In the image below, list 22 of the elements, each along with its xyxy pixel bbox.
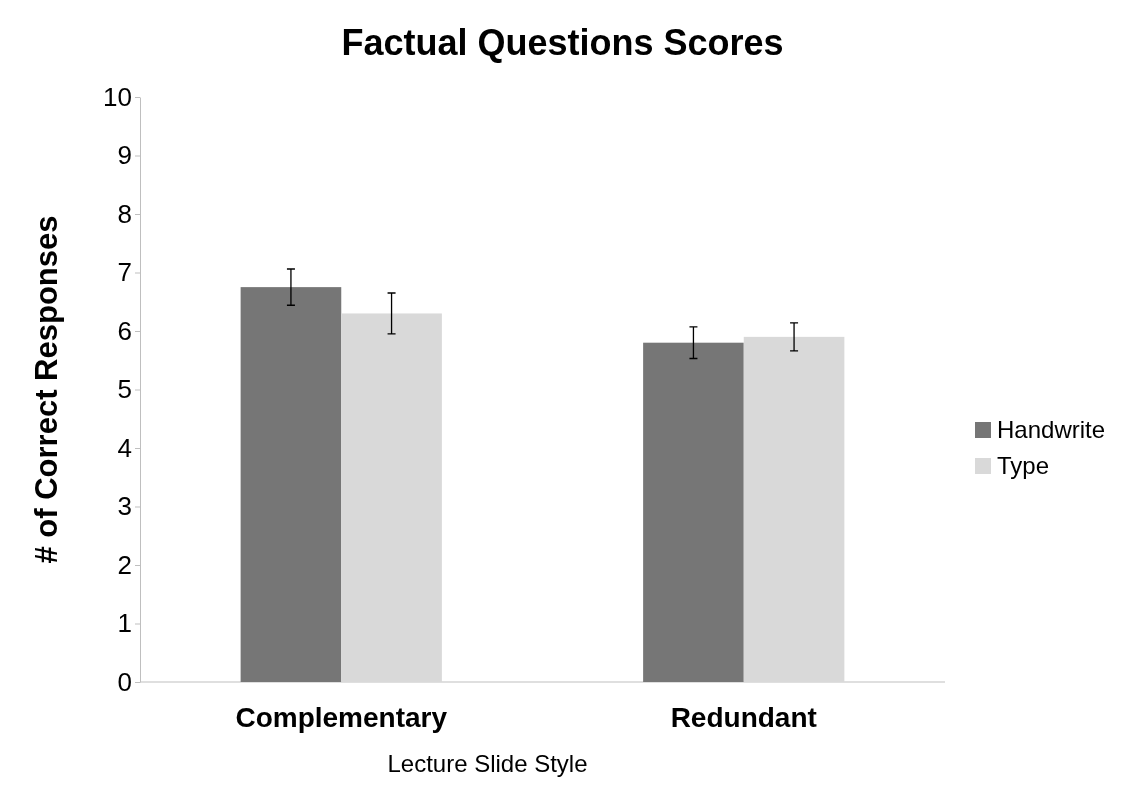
y-tick-label: 8 [117, 198, 132, 229]
y-tick-label: 7 [117, 257, 132, 288]
y-tick-label: 9 [117, 140, 132, 171]
y-tick-label: 10 [103, 81, 132, 112]
legend-label: Handwrite [997, 416, 1106, 443]
x-tick-label: Redundant [670, 702, 817, 733]
y-tick-label: 6 [117, 315, 132, 346]
y-axis-title: # of Correct Responses [29, 215, 64, 564]
y-tick-label: 1 [117, 608, 132, 639]
legend-label: Type [997, 452, 1050, 479]
y-tick-label: 2 [117, 549, 132, 580]
bar [240, 287, 342, 682]
chart-title: Factual Questions Scores [341, 22, 784, 63]
y-tick-label: 4 [117, 432, 132, 463]
y-tick-label: 0 [117, 666, 132, 697]
y-tick-label: 5 [117, 374, 132, 405]
bar [743, 336, 845, 682]
bar [643, 342, 744, 682]
bar [341, 313, 442, 682]
y-tick-label: 3 [117, 491, 132, 522]
x-axis-title: Lecture Slide Style [387, 750, 588, 777]
x-tick-label: Complementary [235, 702, 448, 733]
